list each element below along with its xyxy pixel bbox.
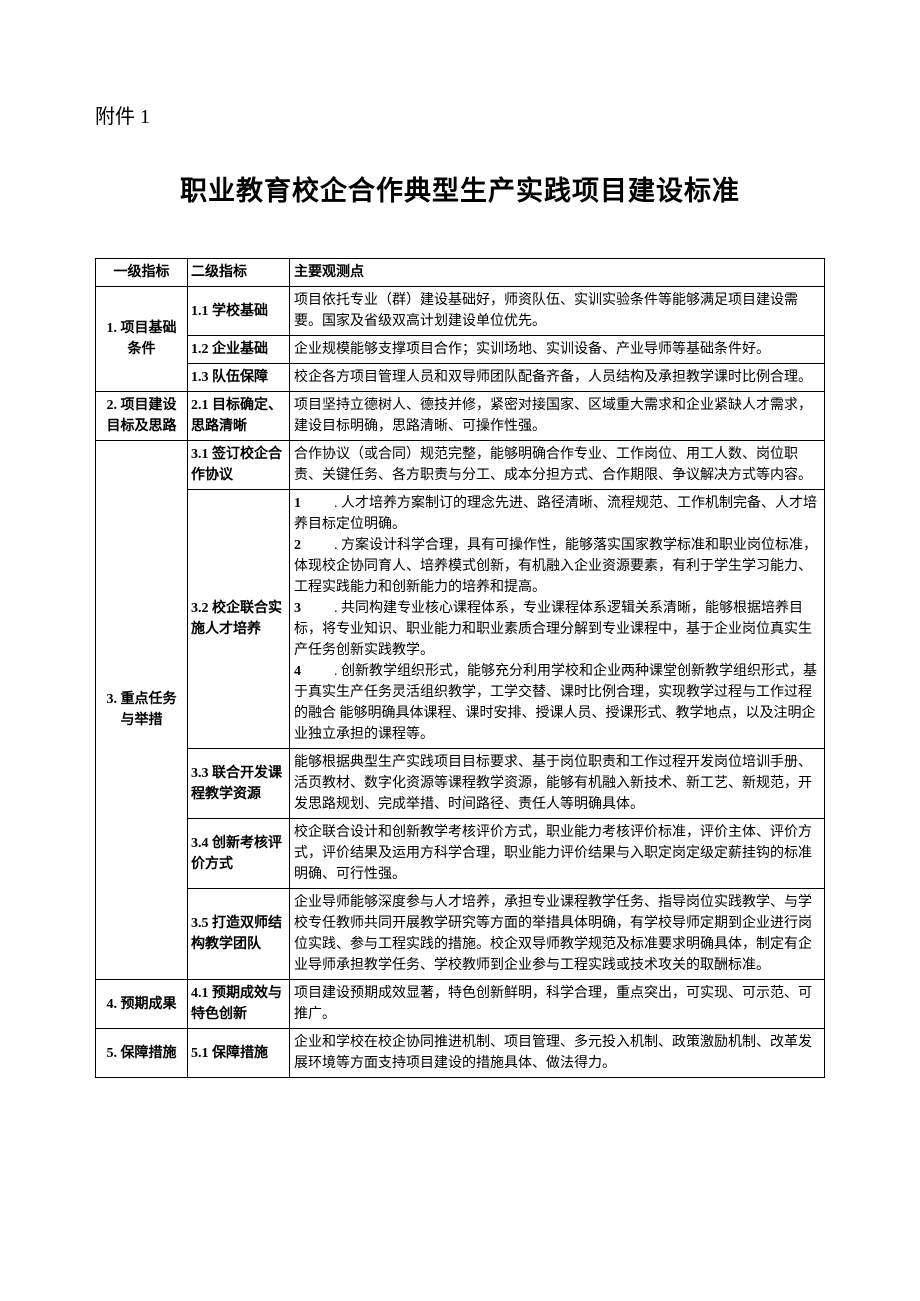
table-row: 3. 重点任务与举措3.1 签订校企合作协议合作协议（或合同）规范完整，能够明确… [96, 441, 825, 490]
level2-cell: 3.5 打造双师结构教学团队 [188, 889, 290, 980]
header-col1: 一级指标 [96, 259, 188, 287]
attachment-label: 附件 1 [95, 100, 825, 129]
header-col3: 主要观测点 [290, 259, 825, 287]
header-col2: 二级指标 [188, 259, 290, 287]
level1-cell: 4. 预期成果 [96, 980, 188, 1029]
observation-cell: 合作协议（或合同）规范完整，能够明确合作专业、工作岗位、用工人数、岗位职责、关键… [290, 441, 825, 490]
observation-cell: 1 . 人才培养方案制订的理念先进、路径清晰、流程规范、工作机制完备、人才培养目… [290, 490, 825, 749]
table-row: 4. 预期成果4.1 预期成效与特色创新项目建设预期成效显著，特色创新鲜明，科学… [96, 980, 825, 1029]
level2-cell: 4.1 预期成效与特色创新 [188, 980, 290, 1029]
observation-cell: 项目建设预期成效显著，特色创新鲜明，科学合理，重点突出，可实现、可示范、可推广。 [290, 980, 825, 1029]
level2-cell: 1.2 企业基础 [188, 336, 290, 364]
level1-cell: 2. 项目建设目标及思路 [96, 392, 188, 441]
observation-cell: 企业导师能够深度参与人才培养，承担专业课程教学任务、指导岗位实践教学、与学校专任… [290, 889, 825, 980]
table-row: 3.2 校企联合实施人才培养1 . 人才培养方案制订的理念先进、路径清晰、流程规… [96, 490, 825, 749]
observation-cell: 企业规模能够支撑项目合作；实训场地、实训设备、产业导师等基础条件好。 [290, 336, 825, 364]
list-number: 3 [294, 598, 306, 619]
level1-cell: 5. 保障措施 [96, 1029, 188, 1078]
table-row: 1.2 企业基础企业规模能够支撑项目合作；实训场地、实训设备、产业导师等基础条件… [96, 336, 825, 364]
observation-cell: 项目依托专业（群）建设基础好，师资队伍、实训实验条件等能够满足项目建设需要。国家… [290, 287, 825, 336]
table-row: 1. 项目基础条件1.1 学校基础项目依托专业（群）建设基础好，师资队伍、实训实… [96, 287, 825, 336]
list-item: 4 . 创新教学组织形式，能够充分利用学校和企业两种课堂创新教学组织形式，基于真… [294, 661, 820, 745]
level1-cell: 3. 重点任务与举措 [96, 441, 188, 980]
table-body: 1. 项目基础条件1.1 学校基础项目依托专业（群）建设基础好，师资队伍、实训实… [96, 287, 825, 1078]
level2-cell: 3.3 联合开发课程教学资源 [188, 749, 290, 819]
observation-cell: 企业和学校在校企协同推进机制、项目管理、多元投入机制、政策激励机制、改革发展环境… [290, 1029, 825, 1078]
list-number: 4 [294, 661, 306, 682]
list-number: 1 [294, 493, 306, 514]
table-row: 3.4 创新考核评价方式校企联合设计和创新教学考核评价方式，职业能力考核评价标准… [96, 819, 825, 889]
level2-cell: 2.1 目标确定、思路清晰 [188, 392, 290, 441]
table-row: 1.3 队伍保障校企各方项目管理人员和双导师团队配备齐备，人员结构及承担教学课时… [96, 364, 825, 392]
level2-cell: 1.1 学校基础 [188, 287, 290, 336]
observation-cell: 项目坚持立德树人、德技并修，紧密对接国家、区域重大需求和企业紧缺人才需求，建设目… [290, 392, 825, 441]
level2-cell: 3.4 创新考核评价方式 [188, 819, 290, 889]
table-header-row: 一级指标 二级指标 主要观测点 [96, 259, 825, 287]
level2-cell: 3.1 签订校企合作协议 [188, 441, 290, 490]
level1-cell: 1. 项目基础条件 [96, 287, 188, 392]
list-item: 2 . 方案设计科学合理，具有可操作性，能够落实国家教学标准和职业岗位标准，体现… [294, 535, 820, 598]
level2-cell: 1.3 队伍保障 [188, 364, 290, 392]
observation-cell: 校企联合设计和创新教学考核评价方式，职业能力考核评价标准，评价主体、评价方式，评… [290, 819, 825, 889]
list-item: 3 . 共同构建专业核心课程体系，专业课程体系逻辑关系清晰，能够根据培养目标，将… [294, 598, 820, 661]
observation-cell: 能够根据典型生产实践项目目标要求、基于岗位职责和工作过程开发岗位培训手册、活页教… [290, 749, 825, 819]
observation-cell: 校企各方项目管理人员和双导师团队配备齐备，人员结构及承担教学课时比例合理。 [290, 364, 825, 392]
table-row: 2. 项目建设目标及思路2.1 目标确定、思路清晰项目坚持立德树人、德技并修，紧… [96, 392, 825, 441]
table-row: 3.5 打造双师结构教学团队企业导师能够深度参与人才培养，承担专业课程教学任务、… [96, 889, 825, 980]
level2-cell: 5.1 保障措施 [188, 1029, 290, 1078]
standards-table: 一级指标 二级指标 主要观测点 1. 项目基础条件1.1 学校基础项目依托专业（… [95, 258, 825, 1078]
list-item: 1 . 人才培养方案制订的理念先进、路径清晰、流程规范、工作机制完备、人才培养目… [294, 493, 820, 535]
main-title: 职业教育校企合作典型生产实践项目建设标准 [95, 169, 825, 208]
list-number: 2 [294, 535, 306, 556]
table-row: 5. 保障措施5.1 保障措施企业和学校在校企协同推进机制、项目管理、多元投入机… [96, 1029, 825, 1078]
table-row: 3.3 联合开发课程教学资源能够根据典型生产实践项目目标要求、基于岗位职责和工作… [96, 749, 825, 819]
level2-cell: 3.2 校企联合实施人才培养 [188, 490, 290, 749]
